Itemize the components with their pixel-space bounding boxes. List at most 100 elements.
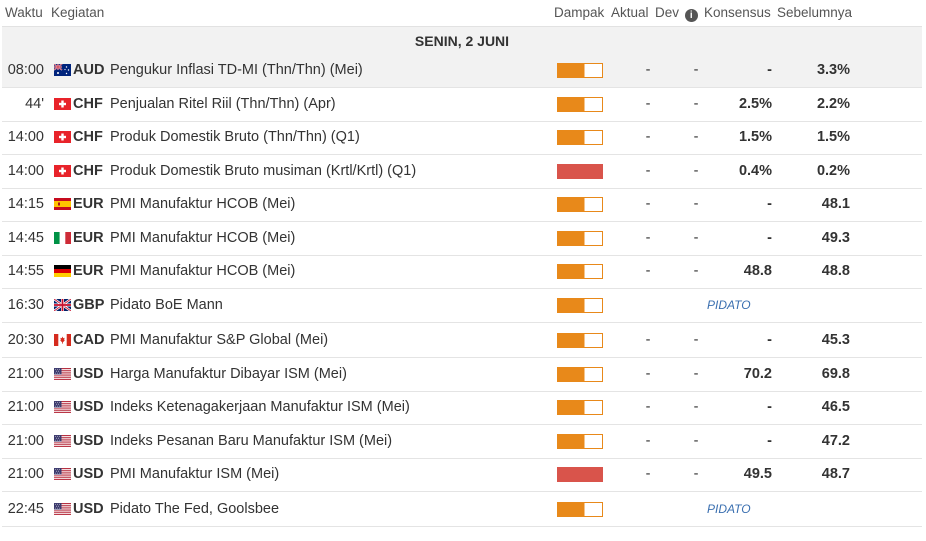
- event-deviation: -: [693, 263, 699, 279]
- impact-medium-indicator: [557, 97, 603, 112]
- event-name[interactable]: Pidato BoE Mann: [110, 297, 223, 313]
- event-consensus: -: [767, 196, 772, 212]
- event-deviation: -: [693, 466, 699, 482]
- table-row[interactable]: 21:00 USD PMI Manufaktur ISM (Mei) - - 49.5 48…: [2, 458, 922, 492]
- event-previous: 45.3: [821, 332, 850, 348]
- table-row[interactable]: 14:15 EUR PMI Manufaktur HCOB (Mei) - - - 48.1: [2, 188, 922, 222]
- table-header: Waktu Kegiatan Dampak Aktual Dev i Konse…: [0, 0, 926, 26]
- event-actual: -: [645, 332, 651, 348]
- event-currency: EUR: [73, 230, 104, 246]
- event-deviation: -: [693, 366, 699, 382]
- table-row[interactable]: 08:00 AUD Pengukur Inflasi TD-MI (Thn/Thn)…: [2, 54, 922, 88]
- col-actual-header[interactable]: Aktual: [611, 5, 649, 20]
- au-flag-icon: [54, 64, 71, 76]
- event-previous: 2.2%: [816, 96, 850, 112]
- event-previous: 48.8: [821, 263, 850, 279]
- event-actual: -: [645, 196, 651, 212]
- impact-medium-indicator: [557, 434, 603, 449]
- table-row[interactable]: 21:00 USD Indeks Pesanan Baru Manufaktur I…: [2, 425, 922, 459]
- impact-high-indicator: [557, 467, 603, 482]
- event-previous: 48.7: [821, 466, 850, 482]
- ch-flag-icon: [54, 131, 71, 143]
- event-name[interactable]: Pengukur Inflasi TD-MI (Thn/Thn) (Mei): [110, 62, 363, 78]
- event-name[interactable]: PMI Manufaktur HCOB (Mei): [110, 230, 296, 246]
- event-currency: USD: [73, 433, 104, 449]
- event-time: 22:45: [7, 501, 44, 517]
- event-name[interactable]: PMI Manufaktur HCOB (Mei): [110, 196, 296, 212]
- event-consensus: 1.5%: [738, 129, 772, 145]
- table-row[interactable]: 22:45 USD Pidato The Fed, Goolsbee PIDATO: [2, 493, 922, 527]
- impact-medium-indicator: [557, 367, 603, 382]
- col-time-header[interactable]: Waktu: [5, 5, 43, 20]
- event-name[interactable]: Indeks Pesanan Baru Manufaktur ISM (Mei): [110, 433, 393, 449]
- table-row[interactable]: 20:30 CAD PMI Manufaktur S&P Global (Mei) -…: [2, 324, 922, 358]
- impact-medium-indicator: [557, 502, 603, 517]
- event-time: 20:30: [7, 332, 44, 348]
- event-consensus: -: [767, 230, 772, 246]
- table-row[interactable]: 21:00 USD Harga Manufaktur Dibayar ISM (Me…: [2, 358, 922, 392]
- table-row[interactable]: 14:00 CHF Produk Domestik Bruto (Thn/Thn) …: [2, 121, 922, 155]
- event-time: 21:00: [7, 399, 44, 415]
- event-deviation: -: [693, 332, 699, 348]
- col-event-header[interactable]: Kegiatan: [51, 5, 105, 20]
- table-row[interactable]: 14:55 EUR PMI Manufaktur HCOB (Mei) - - 48.8 4…: [2, 255, 922, 289]
- impact-high-indicator: [557, 164, 603, 179]
- us-flag-icon: [54, 503, 71, 515]
- table-row[interactable]: 14:45 EUR PMI Manufaktur HCOB (Mei) - - - 49.3: [2, 222, 922, 256]
- table-row[interactable]: 16:30 GBP Pidato BoE Mann PIDATO: [2, 289, 922, 323]
- event-currency: CHF: [73, 96, 103, 112]
- table-row[interactable]: 14:00 CHF Produk Domestik Bruto musiman (K…: [2, 155, 922, 189]
- event-time: 08:00: [7, 62, 44, 78]
- event-previous: 46.5: [821, 399, 850, 415]
- event-previous: 0.2%: [816, 163, 850, 179]
- event-deviation: -: [693, 399, 699, 415]
- event-name[interactable]: PMI Manufaktur S&P Global (Mei): [110, 332, 329, 348]
- event-consensus: 0.4%: [738, 163, 772, 179]
- event-actual: -: [645, 96, 651, 112]
- event-time: 44': [25, 96, 44, 112]
- col-impact-header[interactable]: Dampak: [554, 5, 605, 20]
- event-name[interactable]: Harga Manufaktur Dibayar ISM (Mei): [110, 366, 347, 382]
- event-time: 21:00: [7, 466, 44, 482]
- event-currency: CHF: [73, 163, 103, 179]
- event-actual: -: [645, 129, 651, 145]
- ch-flag-icon: [54, 165, 71, 177]
- impact-medium-indicator: [557, 264, 603, 279]
- event-actual: -: [645, 230, 651, 246]
- event-time: 16:30: [7, 297, 44, 313]
- event-deviation: -: [693, 163, 699, 179]
- event-currency: CAD: [73, 332, 105, 348]
- event-deviation: -: [693, 96, 699, 112]
- col-dev-label[interactable]: Dev: [655, 5, 680, 20]
- us-flag-icon: [54, 435, 71, 447]
- event-time: 14:00: [7, 163, 44, 179]
- col-consensus-header[interactable]: Konsensus: [704, 5, 771, 20]
- info-icon[interactable]: i: [684, 9, 698, 22]
- speech-badge: PIDATO: [707, 502, 751, 516]
- event-deviation: -: [693, 129, 699, 145]
- event-name[interactable]: Produk Domestik Bruto musiman (Krtl/Krtl…: [110, 163, 417, 179]
- table-row[interactable]: 21:00 USD Indeks Ketenagakerjaan Manufaktu…: [2, 391, 922, 425]
- es-flag-icon: [54, 198, 71, 210]
- event-previous: 3.3%: [816, 62, 850, 78]
- col-previous-header[interactable]: Sebelumnya: [777, 5, 853, 20]
- impact-medium-indicator: [557, 197, 603, 212]
- event-name[interactable]: PMI Manufaktur HCOB (Mei): [110, 263, 296, 279]
- event-actual: -: [645, 466, 651, 482]
- event-time: 21:00: [7, 366, 44, 382]
- de-flag-icon: [54, 265, 71, 277]
- event-name[interactable]: Penjualan Ritel Riil (Thn/Thn) (Apr): [110, 96, 336, 112]
- event-previous: 49.3: [821, 230, 850, 246]
- table-row[interactable]: 44' CHF Penjualan Ritel Riil (Thn/Thn) (Ap…: [2, 88, 922, 122]
- event-name[interactable]: Produk Domestik Bruto (Thn/Thn) (Q1): [110, 129, 360, 145]
- event-name[interactable]: PMI Manufaktur ISM (Mei): [110, 466, 280, 482]
- event-previous: 48.1: [821, 196, 850, 212]
- event-name[interactable]: Indeks Ketenagakerjaan Manufaktur ISM (M…: [110, 399, 410, 415]
- event-actual: -: [645, 433, 651, 449]
- event-consensus: 49.5: [743, 466, 772, 482]
- date-group-header: SENIN, 2 JUNI: [2, 26, 922, 56]
- event-deviation: -: [693, 62, 699, 78]
- event-time: 14:00: [7, 129, 44, 145]
- event-consensus: -: [767, 332, 772, 348]
- event-name[interactable]: Pidato The Fed, Goolsbee: [110, 501, 280, 517]
